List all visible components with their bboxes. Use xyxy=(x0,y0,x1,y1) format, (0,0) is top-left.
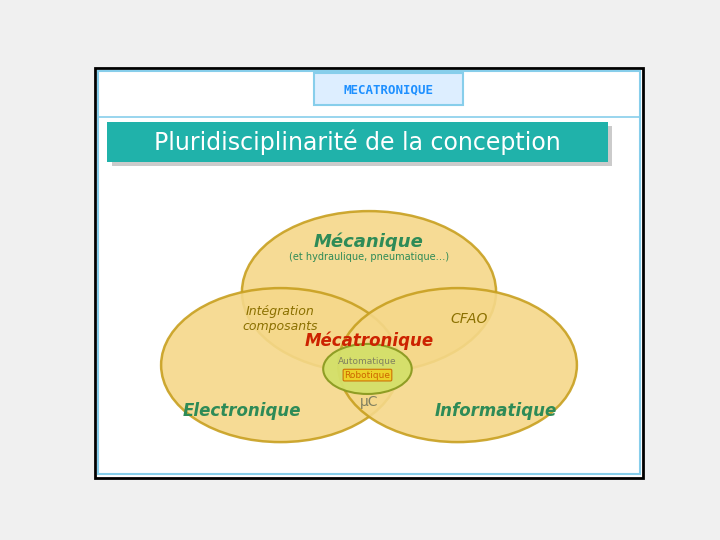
Text: Mécanique: Mécanique xyxy=(314,233,424,251)
Text: Automatique: Automatique xyxy=(338,357,397,366)
Text: Pluridisciplinarité de la conception: Pluridisciplinarité de la conception xyxy=(154,129,561,154)
Text: MECATRONIQUE: MECATRONIQUE xyxy=(343,84,433,97)
Text: Informatique: Informatique xyxy=(435,402,557,420)
FancyBboxPatch shape xyxy=(95,68,643,477)
Text: Intégration
composants: Intégration composants xyxy=(243,305,318,333)
Text: CFAO: CFAO xyxy=(451,312,487,326)
Text: Electronique: Electronique xyxy=(183,402,301,420)
Ellipse shape xyxy=(338,288,577,442)
Text: Robotique: Robotique xyxy=(344,370,390,380)
Text: μC: μC xyxy=(360,395,378,409)
Ellipse shape xyxy=(242,211,496,373)
FancyBboxPatch shape xyxy=(314,72,463,105)
Text: (et hydraulique, pneumatique…): (et hydraulique, pneumatique…) xyxy=(289,252,449,262)
FancyBboxPatch shape xyxy=(112,126,612,166)
Text: Mécatronique: Mécatronique xyxy=(305,331,433,350)
FancyBboxPatch shape xyxy=(107,122,608,162)
Ellipse shape xyxy=(323,344,412,394)
Ellipse shape xyxy=(161,288,400,442)
